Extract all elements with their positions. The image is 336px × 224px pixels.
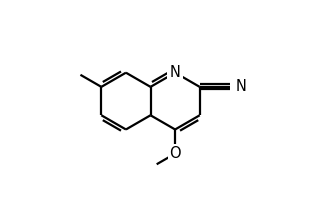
Text: N: N [170, 65, 180, 80]
Text: N: N [236, 79, 246, 94]
Text: O: O [169, 146, 181, 161]
